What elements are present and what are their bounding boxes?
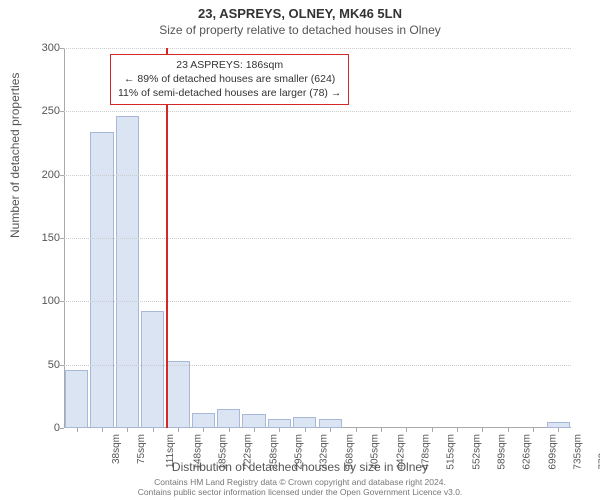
xtick-mark <box>432 428 433 432</box>
x-axis-label: Distribution of detached houses by size … <box>0 460 600 474</box>
grid-line <box>64 238 571 239</box>
chart-title: 23, ASPREYS, OLNEY, MK46 5LN <box>0 0 600 21</box>
ytick-label: 50 <box>30 359 60 371</box>
marker-line <box>166 48 168 428</box>
bar <box>166 361 189 428</box>
ytick-mark <box>60 301 64 302</box>
chart-page: { "title": "23, ASPREYS, OLNEY, MK46 5LN… <box>0 0 600 500</box>
grid-line <box>64 175 571 176</box>
xtick-mark <box>482 428 483 432</box>
xtick-mark <box>229 428 230 432</box>
xtick-mark <box>102 428 103 432</box>
xtick-mark <box>406 428 407 432</box>
xtick-mark <box>178 428 179 432</box>
chart-area: 050100150200250300 38sqm75sqm111sqm148sq… <box>64 48 571 428</box>
bar <box>217 409 240 428</box>
bar <box>90 132 113 428</box>
ytick-label: 250 <box>30 105 60 117</box>
xtick-mark <box>356 428 357 432</box>
grid-line <box>64 365 571 366</box>
ytick-label: 200 <box>30 169 60 181</box>
xtick-mark <box>330 428 331 432</box>
ytick-label: 100 <box>30 295 60 307</box>
annot-line-1: 23 ASPREYS: 186sqm <box>118 58 341 72</box>
bar <box>293 417 316 428</box>
bar <box>268 419 291 428</box>
bar <box>192 413 215 428</box>
xtick-mark <box>457 428 458 432</box>
ytick-mark <box>60 175 64 176</box>
ytick-label: 150 <box>30 232 60 244</box>
y-axis-label: Number of detached properties <box>8 73 22 238</box>
ytick-mark <box>60 48 64 49</box>
footer: Contains HM Land Registry data © Crown c… <box>0 477 600 498</box>
ytick-label: 300 <box>30 42 60 54</box>
xtick-mark <box>279 428 280 432</box>
xtick-mark <box>127 428 128 432</box>
ytick-mark <box>60 111 64 112</box>
footer-line-2: Contains public sector information licen… <box>0 487 600 498</box>
bar <box>141 311 164 428</box>
xtick-mark <box>77 428 78 432</box>
grid-line <box>64 111 571 112</box>
xtick-mark <box>254 428 255 432</box>
xtick-mark <box>381 428 382 432</box>
grid-line <box>64 301 571 302</box>
xtick-mark <box>533 428 534 432</box>
footer-line-1: Contains HM Land Registry data © Crown c… <box>0 477 600 488</box>
annot-line-3: 11% of semi-detached houses are larger (… <box>118 86 341 100</box>
xtick-mark <box>508 428 509 432</box>
ytick-mark <box>60 365 64 366</box>
xtick-mark <box>203 428 204 432</box>
ytick-mark <box>60 238 64 239</box>
bar <box>242 414 265 428</box>
grid-line <box>64 48 571 49</box>
chart-subtitle: Size of property relative to detached ho… <box>0 21 600 37</box>
xtick-mark <box>305 428 306 432</box>
ytick-mark <box>60 428 64 429</box>
xtick-mark <box>153 428 154 432</box>
xtick-mark <box>558 428 559 432</box>
bar <box>116 116 139 428</box>
bar <box>65 370 88 428</box>
annot-line-2: ← 89% of detached houses are smaller (62… <box>118 72 341 86</box>
ytick-label: 0 <box>30 422 60 434</box>
annotation-box: 23 ASPREYS: 186sqm ← 89% of detached hou… <box>110 54 349 105</box>
bar <box>319 419 342 428</box>
